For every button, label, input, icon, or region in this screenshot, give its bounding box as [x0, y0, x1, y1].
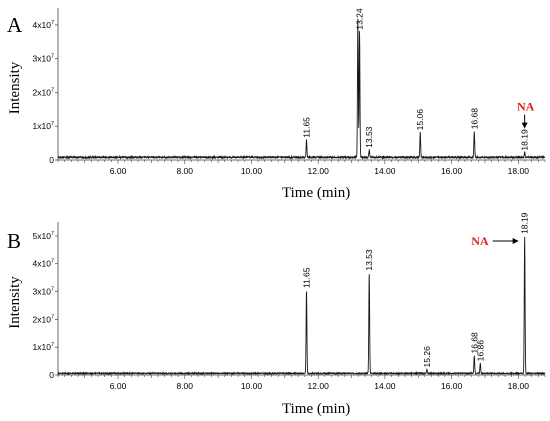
panel-b-chromatogram-trace [57, 236, 546, 376]
panel-b-peak-label: 15.26 [422, 346, 432, 368]
panel-b-x-axis-title: Time (min) [282, 401, 350, 417]
panel-a-peak-label: 15.06 [415, 109, 425, 131]
panel-a-x-axis-title: Time (min) [282, 185, 350, 201]
panel-b-y-tick-label: 1x107 [33, 342, 55, 352]
panel-b-x-tick-label: 12.00 [308, 381, 330, 391]
panel-a-chromatogram-trace [57, 18, 546, 160]
panel-a-peak-label: 18.19 [520, 129, 530, 151]
panel-b-y-tick-label: 5x107 [33, 231, 55, 241]
panel-a-x-tick-label: 16.00 [441, 166, 463, 176]
panel-b-x-tick-label: 10.00 [241, 381, 263, 391]
panel-a-y-tick-label: 3x107 [33, 54, 55, 64]
panel-a-x-tick-label: 6.00 [110, 166, 127, 176]
panel-b-x-tick-label: 8.00 [176, 381, 193, 391]
panel-a-y-axis-title: Intensity [7, 61, 23, 114]
panel-a-x-tick-label: 8.00 [176, 166, 193, 176]
panel-a: A 0 1x107 2x107 3x107 4x107 6.00 8.00 10.00 12.00… [7, 8, 546, 201]
panel-b-y-axis-title: Intensity [7, 276, 23, 329]
panel-b-peak-label: 16.68 [469, 332, 479, 354]
panel-b-x-tick-label: 16.00 [441, 381, 463, 391]
panel-b-x-tick-label: 18.00 [508, 381, 530, 391]
panel-b-y-tick-label: 0 [49, 370, 54, 380]
panel-a-na-label: NA [517, 100, 535, 114]
panel-a-letter: A [7, 13, 23, 37]
panel-b-y-tick-label: 2x107 [33, 314, 55, 324]
panel-a-y-tick-label: 4x107 [33, 20, 55, 30]
panel-b-peak-label: 16.86 [475, 340, 485, 362]
panel-b-x-tick-label: 14.00 [374, 381, 396, 391]
panel-b-peak-label: 18.19 [520, 212, 530, 234]
panel-a-x-tick-label: 10.00 [241, 166, 263, 176]
panel-a-peak-label: 16.68 [469, 108, 479, 130]
panel-a-y-tick-label: 0 [49, 155, 54, 165]
panel-a-y-tick-label: 2x107 [33, 87, 55, 97]
panel-b-na-label: NA [471, 234, 489, 248]
panel-b-x-tick-label: 6.00 [110, 381, 127, 391]
panel-a-peak-label: 13.53 [364, 126, 374, 148]
panel-a-x-tick-label: 14.00 [374, 166, 396, 176]
panel-b-y-tick-label: 4x107 [33, 259, 55, 269]
panel-b-letter: B [7, 229, 21, 253]
panel-b-peak-label: 11.65 [302, 267, 312, 288]
panel-a-x-tick-label: 18.00 [508, 166, 530, 176]
panel-b: B 0 1x107 2x107 3x107 4x107 5x107 6.00 8.00 10.00… [7, 212, 546, 417]
panel-a-peak-label: 11.65 [302, 117, 312, 138]
panel-a-x-tick-label: 12.00 [308, 166, 330, 176]
panel-a-na-arrow-head [521, 122, 528, 129]
panel-b-peak-label: 13.53 [364, 249, 374, 271]
panel-b-y-tick-label: 3x107 [33, 287, 55, 297]
panel-a-peak-label: 13.24 [355, 8, 365, 30]
panel-b-na-arrow-head [512, 238, 519, 244]
panel-a-y-tick-label: 1x107 [33, 121, 55, 131]
